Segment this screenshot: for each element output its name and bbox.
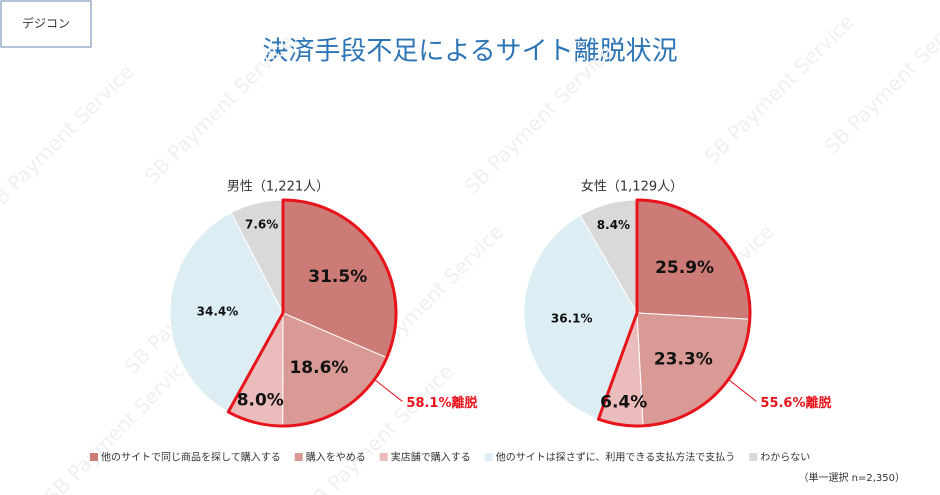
tag-box (0, 0, 92, 48)
legend-swatch (749, 453, 758, 461)
value-label: 34.4% (197, 305, 239, 319)
value-label: 8.0% (237, 390, 284, 410)
value-label: 25.9% (655, 258, 714, 278)
legend-label: 購入をやめる (306, 451, 366, 464)
legend-swatch (90, 453, 98, 461)
value-label: 6.4% (600, 392, 647, 412)
legend-label: わからない (760, 452, 810, 464)
chart-title: 決済手段不足によるサイト離脱状況 (262, 37, 677, 67)
pie-slice (523, 214, 638, 420)
value-label: 7.6% (245, 218, 278, 232)
legend-label: 実店舗で購入する (391, 451, 471, 464)
note: （単一選択 n=2,350） (798, 471, 905, 484)
value-label: 23.3% (654, 349, 713, 369)
legend-swatch (379, 453, 388, 461)
annotation-leader (728, 379, 757, 402)
pie-title: 男性（1,221人） (227, 180, 329, 195)
charts: 男性（1,221人） 31.5% 18.6%8.0% 34.4% 7.6% 58.1%離脱… (169, 179, 832, 428)
legend-label: 他のサイトは探さずに、利用できる支払方法で支払う (496, 451, 736, 464)
legend-swatch (484, 453, 493, 461)
highlight-outline (226, 198, 398, 428)
annotation: 58.1%離脱 (406, 395, 477, 411)
value-label: 18.6% (289, 358, 348, 378)
tag: デジコン (22, 16, 70, 31)
pie-title: 女性（1,129人） (581, 179, 683, 195)
value-label: 36.1% (551, 311, 593, 325)
value-label: 8.4% (597, 218, 630, 232)
value-label: 31.5% (308, 267, 367, 287)
legend: 他のサイトで同じ商品を探して購入する 購入をやめる 実店舗で購入する 他のサイトは探さ… (90, 451, 810, 464)
legend-swatch (294, 453, 303, 461)
annotation: 55.6%離脱 (760, 395, 831, 411)
highlight-outline (596, 198, 752, 428)
annotation-leader (374, 379, 403, 402)
legend-label: 他のサイトで同じ商品を探して購入する (101, 451, 281, 464)
